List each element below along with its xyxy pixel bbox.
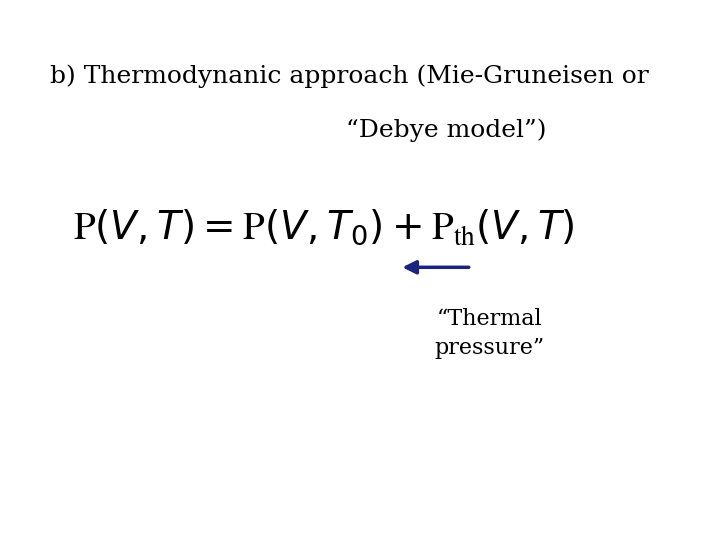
- Text: “Debye model”): “Debye model”): [346, 119, 546, 143]
- Text: $\mathregular{P}(\mathit{V},\mathit{T}) = \mathregular{P}(\mathit{V},\mathit{T}_: $\mathregular{P}(\mathit{V},\mathit{T}) …: [73, 207, 575, 247]
- Text: b) Thermodynanic approach (Mie-Gruneisen or: b) Thermodynanic approach (Mie-Gruneisen…: [50, 65, 649, 89]
- Text: “Thermal
pressure”: “Thermal pressure”: [435, 308, 544, 359]
